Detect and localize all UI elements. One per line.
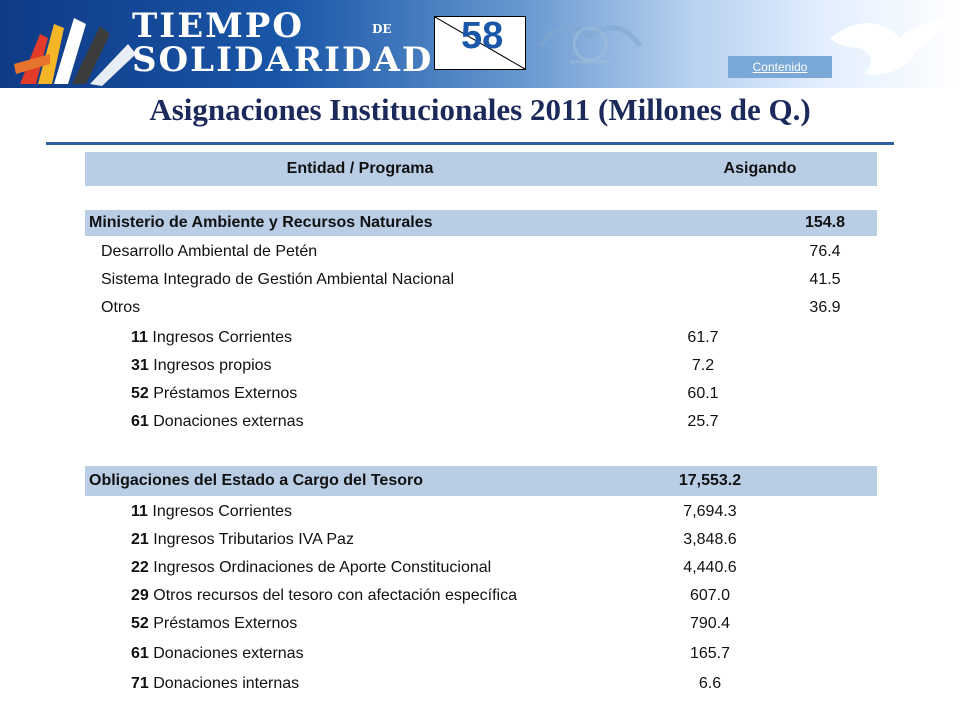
entity-row-ministerio: Ministerio de Ambiente y Recursos Natura… <box>85 210 877 236</box>
source-label: 21 Ingresos Tributarios IVA Paz <box>131 526 354 554</box>
program-row: Sistema Integrado de Gestión Ambiental N… <box>85 266 877 294</box>
source-value: 6.6 <box>698 675 722 692</box>
source-code: 21 <box>131 531 149 548</box>
program-value: 76.4 <box>809 243 841 260</box>
program-value: 41.5 <box>809 271 841 288</box>
contenido-link[interactable]: Contenido <box>728 56 832 78</box>
coat-of-arms-icon <box>537 25 643 64</box>
entity-total: 154.8 <box>804 214 846 231</box>
source-value: 7.2 <box>691 357 715 374</box>
source-name: Ingresos propios <box>153 357 272 374</box>
source-code: 11 <box>131 503 148 520</box>
source-code: 61 <box>131 413 149 430</box>
hands-logo-icon <box>14 18 136 86</box>
source-label: 71 Donaciones internas <box>131 670 299 698</box>
source-label: 61 Donaciones externas <box>131 408 304 436</box>
header-banner: TIEMPO DE SOLIDARIDAD 58 Contenido <box>0 0 960 88</box>
source-row: 71 Donaciones internas 6.6 <box>85 670 877 698</box>
source-label: 22 Ingresos Ordinaciones de Aporte Const… <box>131 554 491 582</box>
source-name: Ingresos Corrientes <box>152 503 292 520</box>
source-row: 29 Otros recursos del tesoro con afectac… <box>85 582 877 610</box>
source-code: 11 <box>131 329 148 346</box>
source-value: 25.7 <box>687 413 719 430</box>
title-divider <box>46 142 894 145</box>
source-code: 71 <box>131 675 149 692</box>
source-label: 11 Ingresos Corrientes <box>131 324 292 352</box>
entity-name: Obligaciones del Estado a Cargo del Teso… <box>89 472 423 489</box>
source-code: 52 <box>131 615 149 632</box>
entity-row-obligaciones: Obligaciones del Estado a Cargo del Teso… <box>85 466 877 496</box>
slide-number: 58 <box>461 15 504 57</box>
slide-number-diagonal <box>435 17 525 69</box>
program-value: 36.9 <box>809 299 841 316</box>
source-name: Donaciones externas <box>153 645 304 662</box>
entity-name: Ministerio de Ambiente y Recursos Natura… <box>89 214 433 231</box>
source-value: 4,440.6 <box>683 559 737 576</box>
source-value: 790.4 <box>689 615 731 632</box>
source-label: 31 Ingresos propios <box>131 352 272 380</box>
header-assigned: Asigando <box>723 160 797 177</box>
source-name: Préstamos Externos <box>153 385 298 402</box>
source-name: Ingresos Tributarios IVA Paz <box>153 531 354 548</box>
table-header-row: Entidad / Programa Asigando <box>85 152 877 186</box>
slide-number-box: 58 <box>434 15 526 70</box>
source-value: 3,848.6 <box>683 531 737 548</box>
source-value: 607.0 <box>689 587 731 604</box>
source-code: 29 <box>131 587 149 604</box>
program-row: Otros 36.9 <box>85 294 877 322</box>
program-row: Desarrollo Ambiental de Petén 76.4 <box>85 238 877 266</box>
source-label: 52 Préstamos Externos <box>131 380 297 408</box>
source-row: 61 Donaciones externas 165.7 <box>85 640 877 668</box>
source-row: 11 Ingresos Corrientes 61.7 <box>85 324 877 352</box>
brand-text-de: DE <box>372 22 392 36</box>
page-title: Asignaciones Institucionales 2011 (Millo… <box>149 92 811 127</box>
header-entity: Entidad / Programa <box>286 160 434 177</box>
source-code: 31 <box>131 357 149 374</box>
source-label: 29 Otros recursos del tesoro con afectac… <box>131 582 517 610</box>
source-name: Ingresos Ordinaciones de Aporte Constitu… <box>153 559 492 576</box>
program-name: Desarrollo Ambiental de Petén <box>101 243 318 260</box>
source-value: 60.1 <box>687 385 719 402</box>
source-row: 11 Ingresos Corrientes 7,694.3 <box>85 498 877 526</box>
source-code: 52 <box>131 385 149 402</box>
source-value: 7,694.3 <box>683 503 737 520</box>
source-row: 52 Préstamos Externos 790.4 <box>85 610 877 638</box>
source-value: 165.7 <box>689 645 731 662</box>
source-label: 11 Ingresos Corrientes <box>131 498 292 526</box>
source-row: 22 Ingresos Ordinaciones de Aporte Const… <box>85 554 877 582</box>
entity-total: 17,553.2 <box>678 472 742 489</box>
dove-icon <box>830 21 952 75</box>
source-row: 52 Préstamos Externos 60.1 <box>85 380 877 408</box>
source-code: 22 <box>131 559 149 576</box>
source-name: Ingresos Corrientes <box>152 329 292 346</box>
source-name: Donaciones externas <box>153 413 304 430</box>
source-code: 61 <box>131 645 149 662</box>
source-name: Otros recursos del tesoro con afectación… <box>153 587 517 604</box>
source-label: 61 Donaciones externas <box>131 640 304 668</box>
program-name: Otros <box>101 299 141 316</box>
program-name: Sistema Integrado de Gestión Ambiental N… <box>101 271 455 288</box>
source-label: 52 Préstamos Externos <box>131 610 297 638</box>
brand-text-top: TIEMPO <box>132 6 304 46</box>
source-row: 21 Ingresos Tributarios IVA Paz 3,848.6 <box>85 526 877 554</box>
brand-text-bottom: SOLIDARIDAD <box>132 40 434 80</box>
source-value: 61.7 <box>687 329 719 346</box>
source-name: Donaciones internas <box>153 675 300 692</box>
source-name: Préstamos Externos <box>153 615 298 632</box>
source-row: 31 Ingresos propios 7.2 <box>85 352 877 380</box>
source-row: 61 Donaciones externas 25.7 <box>85 408 877 436</box>
